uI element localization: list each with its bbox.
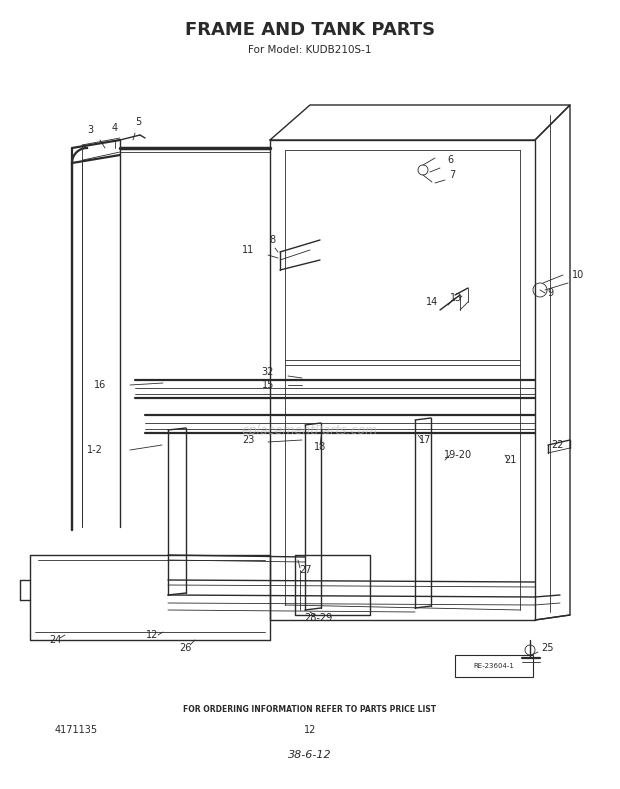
Text: 22: 22 [552,440,564,450]
Text: 4: 4 [112,123,118,133]
Text: 12: 12 [146,630,158,640]
Text: 19-20: 19-20 [444,450,472,460]
Text: 26: 26 [179,643,191,653]
Text: 7: 7 [449,170,455,180]
Text: 16: 16 [94,380,106,390]
Text: 38-6-12: 38-6-12 [288,750,332,760]
Text: RE-23604-1: RE-23604-1 [474,663,515,669]
Text: 14: 14 [426,297,438,307]
Text: 13: 13 [450,293,462,303]
Text: FRAME AND TANK PARTS: FRAME AND TANK PARTS [185,21,435,39]
Bar [455,655,533,677]
Text: 3: 3 [87,125,93,135]
Text: 32: 32 [262,367,274,377]
Text: For Model: KUDB210S-1: For Model: KUDB210S-1 [248,45,372,55]
Text: 24: 24 [49,635,61,645]
Text: 21: 21 [504,455,516,465]
Text: 5: 5 [135,117,141,127]
Text: 4171135: 4171135 [55,725,98,735]
Text: 25: 25 [542,643,554,653]
Text: eplacementParts.com: eplacementParts.com [242,424,378,436]
Text: 10: 10 [572,270,584,280]
Text: 28-29: 28-29 [304,613,332,623]
Text: 6: 6 [447,155,453,165]
Text: 18: 18 [314,442,326,452]
Text: 15: 15 [262,380,274,390]
Text: 11: 11 [242,245,254,255]
Text: FOR ORDERING INFORMATION REFER TO PARTS PRICE LIST: FOR ORDERING INFORMATION REFER TO PARTS … [184,705,436,715]
Text: 17: 17 [419,435,431,445]
Text: 27: 27 [299,565,311,575]
Text: 12: 12 [304,725,316,735]
Text: 9: 9 [547,288,553,298]
Text: 1-2: 1-2 [87,445,103,455]
Text: 23: 23 [242,435,254,445]
Text: 8: 8 [269,235,275,245]
